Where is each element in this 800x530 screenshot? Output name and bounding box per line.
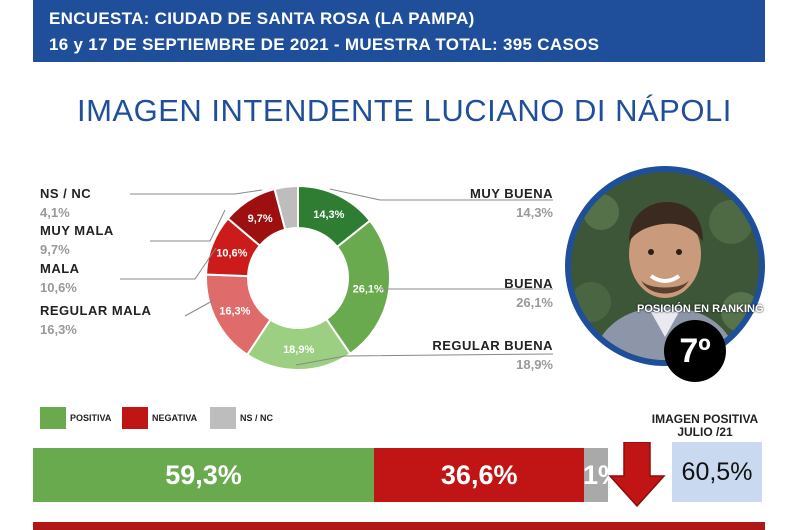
- slice-regular-mala-label: 16,3%: [219, 305, 250, 317]
- label-ns-nc: NS / NC: [40, 186, 92, 201]
- legend-label-positiva: POSITIVA: [70, 413, 112, 423]
- label-muy-buena: MUY BUENA: [470, 186, 553, 201]
- slice-mala-label: 10,6%: [216, 247, 247, 259]
- slice-muy-mala-label: 9,7%: [248, 213, 273, 225]
- label-regular-mala: REGULAR MALA: [40, 303, 152, 318]
- previous-title: IMAGEN POSITIVA JULIO /21: [640, 413, 770, 439]
- slice-regular-buena-label: 18,9%: [283, 344, 314, 356]
- value-mala: 10,6%: [40, 280, 77, 295]
- previous-value: 60,5%: [672, 442, 762, 502]
- portrait-photo: [571, 172, 759, 360]
- leader-line: [130, 189, 263, 195]
- header-banner: ENCUESTA: CIUDAD DE SANTA ROSA (LA PAMPA…: [33, 0, 765, 62]
- leader-line: [329, 188, 553, 201]
- down-arrow-icon: [608, 442, 666, 508]
- leader-line: [120, 247, 217, 280]
- value-muy-buena: 14,3%: [516, 205, 553, 220]
- survey-title: ENCUESTA: CIUDAD DE SANTA ROSA (LA PAMPA…: [49, 9, 475, 28]
- label-muy-mala: MUY MALA: [40, 223, 114, 238]
- right-margin: [765, 0, 800, 530]
- slice-ns-nc: [273, 184, 299, 231]
- leader-line: [150, 209, 226, 242]
- legend-swatch-positiva: [40, 407, 66, 429]
- portrait-frame: [565, 166, 765, 366]
- ranking-label: POSICIÓN EN RANKING: [637, 303, 764, 315]
- slice-muy-buena-label: 14,3%: [313, 209, 344, 221]
- person-icon: [571, 172, 759, 360]
- previous-title-line1: IMAGEN POSITIVA: [651, 412, 759, 426]
- bar-nsnc: 4,1%: [584, 448, 608, 502]
- chart-title: IMAGEN INTENDENTE LUCIANO DI NÁPOLI: [77, 93, 732, 128]
- left-margin: [0, 0, 33, 530]
- legend-swatch-nsnc: [210, 407, 236, 429]
- previous-title-line2: JULIO /21: [677, 425, 733, 439]
- ranking-badge: 7º: [664, 320, 726, 382]
- label-regular-buena: REGULAR BUENA: [432, 338, 553, 353]
- slice-buena: [324, 219, 391, 356]
- value-ns-nc: 4,1%: [40, 205, 70, 220]
- leader-line: [184, 299, 215, 317]
- value-buena: 26,1%: [516, 295, 553, 310]
- survey-subtitle: 16 y 17 DE SEPTIEMBRE DE 2021 - MUESTRA …: [49, 35, 600, 54]
- legend-label-negativa: NEGATIVA: [152, 413, 198, 423]
- legend-swatch-negativa: [122, 407, 148, 429]
- bar-negativa: 36,6%: [373, 448, 585, 502]
- slice-buena-label: 26,1%: [353, 283, 384, 295]
- leader-line: [295, 353, 554, 366]
- bar-positiva: 59,3%: [33, 448, 374, 502]
- value-regular-buena: 18,9%: [516, 357, 553, 372]
- label-mala: MALA: [40, 261, 80, 276]
- legend-label-nsnc: NS / NC: [240, 413, 274, 423]
- label-buena: BUENA: [504, 276, 553, 291]
- value-muy-mala: 9,7%: [40, 242, 70, 257]
- footer-stripe: [33, 522, 765, 530]
- value-regular-mala: 16,3%: [40, 322, 77, 337]
